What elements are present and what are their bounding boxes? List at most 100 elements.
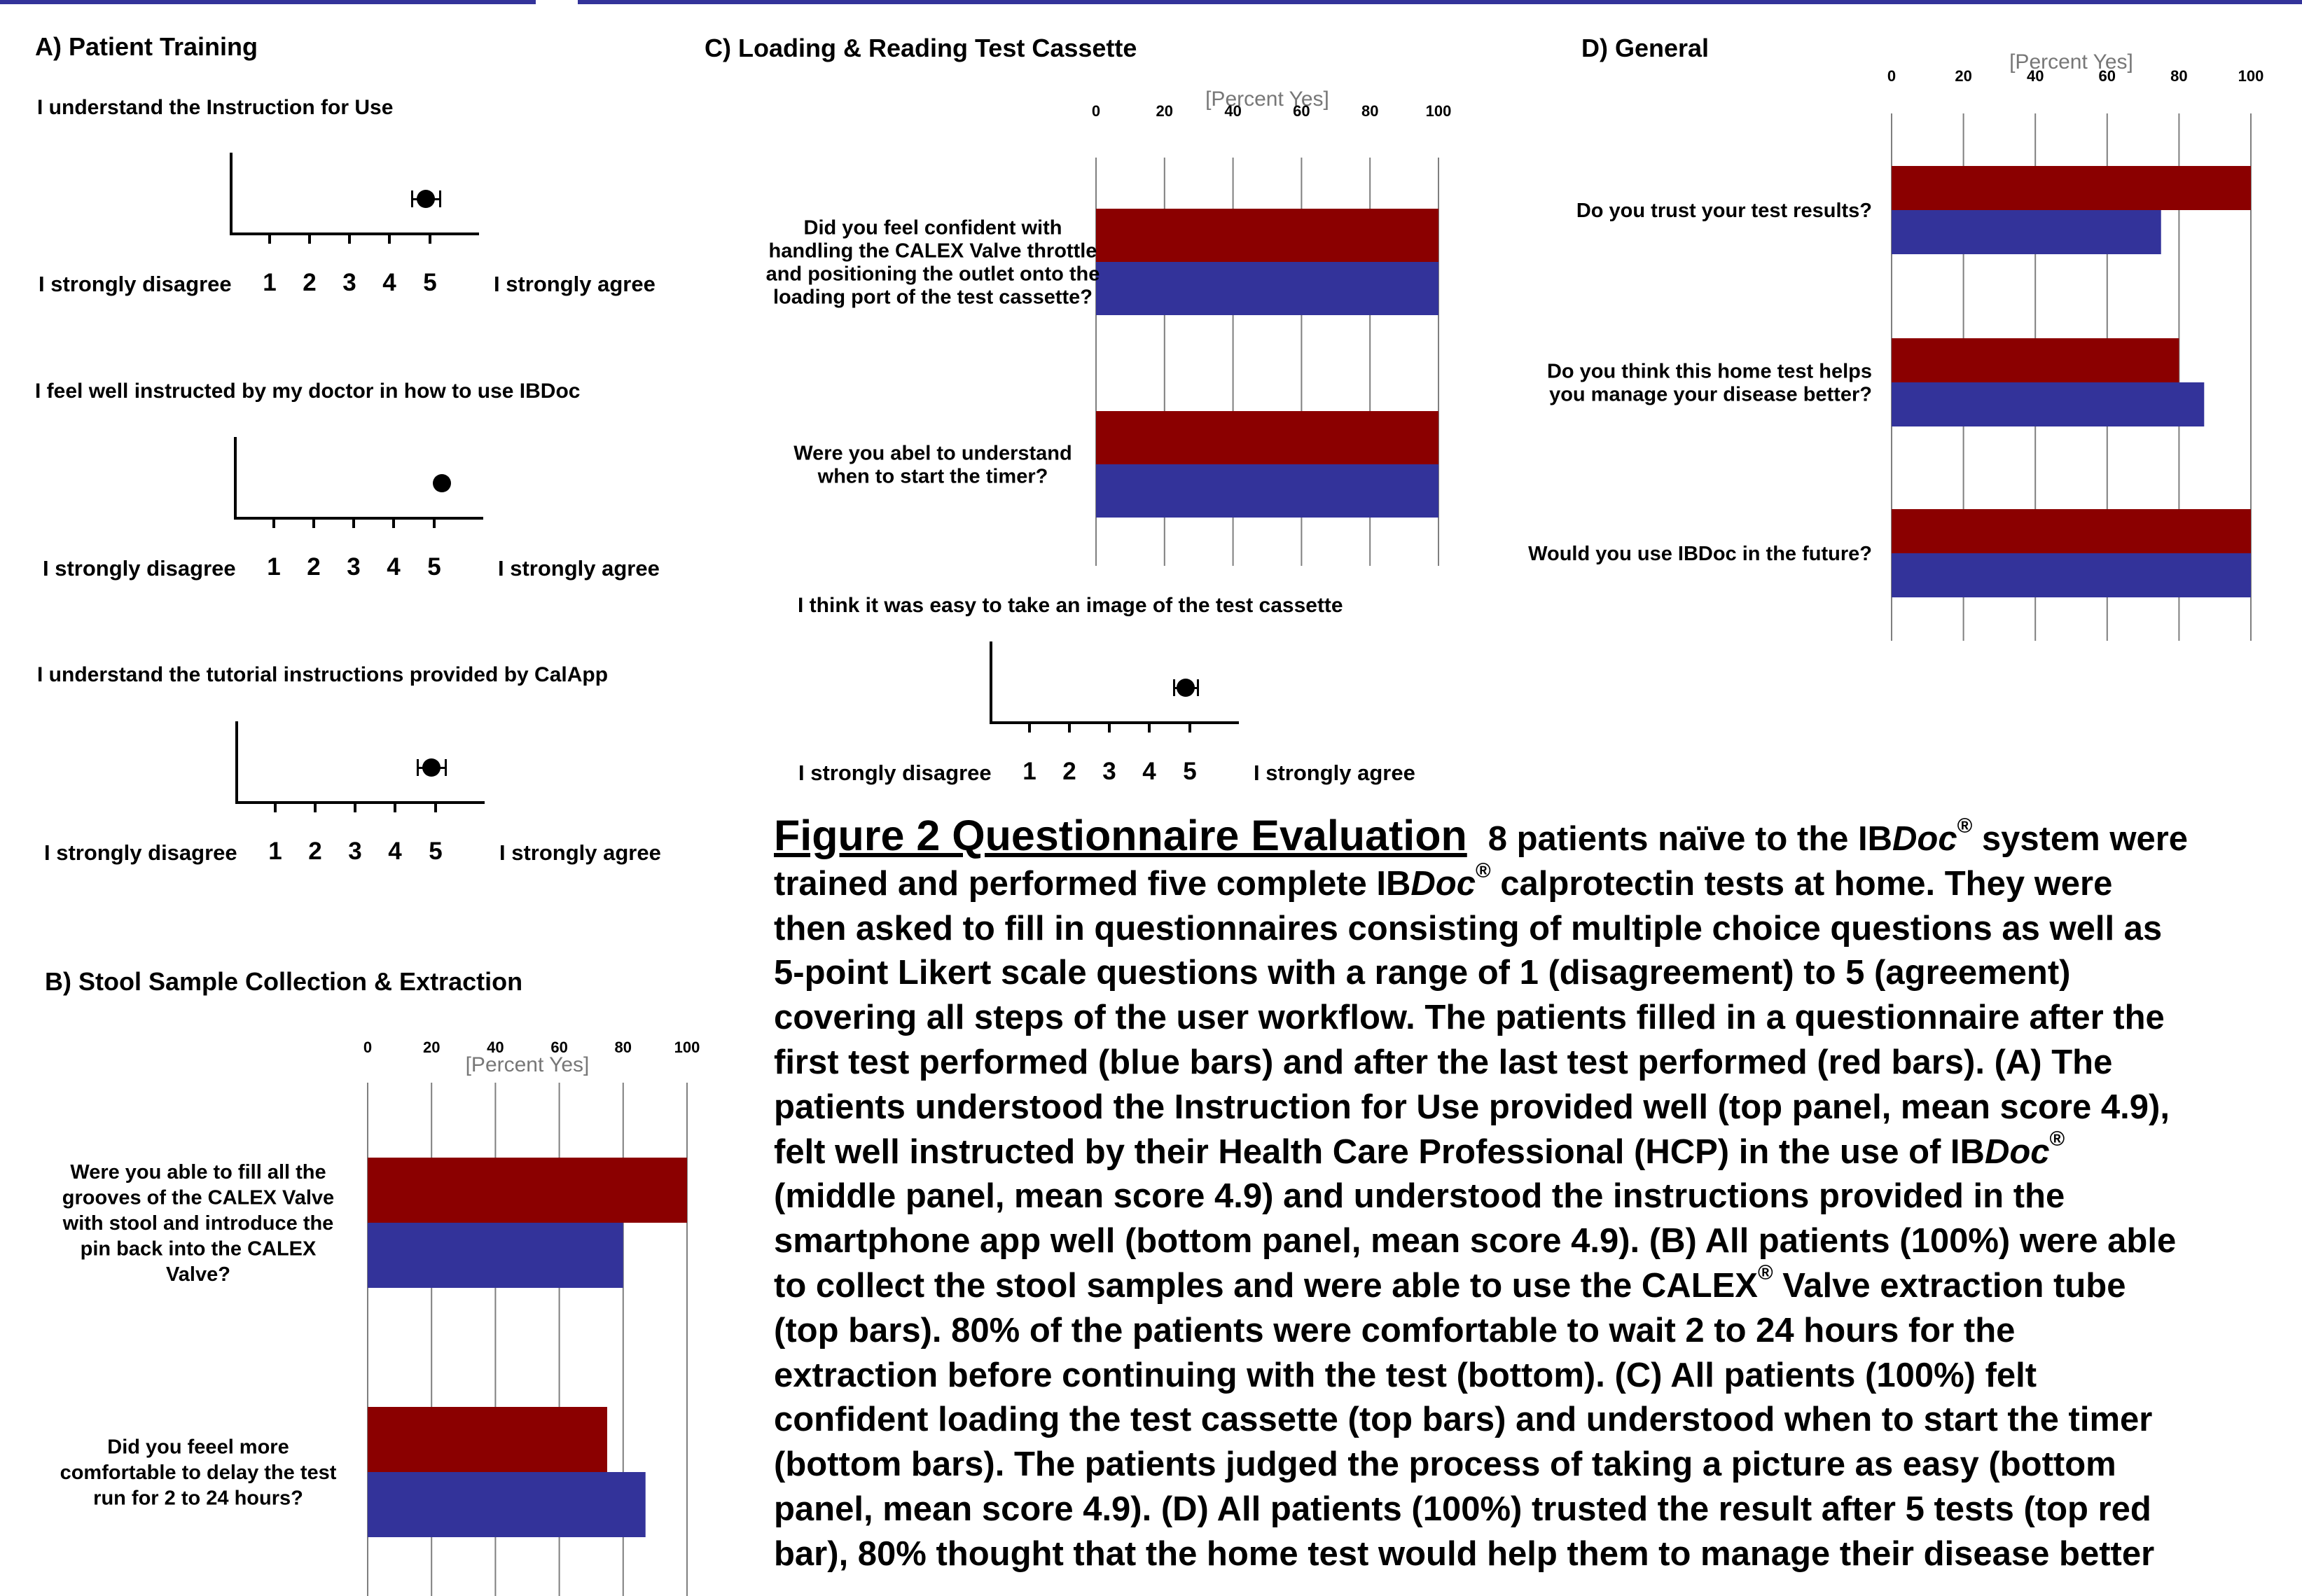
likert-error-cap (439, 190, 442, 207)
axis-title: [Percent Yes] (466, 1053, 590, 1076)
bar-last-test (1096, 209, 1438, 262)
tick-label: 80 (1361, 102, 1378, 120)
tick-label: 100 (674, 1039, 700, 1056)
likert-a2-question: I feel well instructed by my doctor in h… (35, 380, 581, 403)
category-label: comfortable to delay the test (60, 1462, 337, 1484)
likert-y-axis (990, 641, 992, 724)
likert-tick (1188, 721, 1191, 733)
likert-tick (1108, 721, 1111, 733)
likert-level-label: 4 (388, 838, 402, 865)
bar-first-test (1892, 382, 2205, 426)
likert-mean-point (422, 758, 441, 777)
bar-first-test (1096, 262, 1438, 315)
likert-tick (274, 801, 277, 812)
category-label: you manage your disease better? (1549, 384, 1872, 406)
tick-label: 0 (1092, 102, 1100, 120)
tick-label: 60 (1293, 102, 1310, 120)
likert-level-label: 2 (1062, 758, 1076, 785)
likert-level-label: 5 (1183, 758, 1197, 785)
axis-title: [Percent Yes] (1205, 88, 1329, 111)
likert-agree-label: I strongly agree (498, 556, 660, 581)
likert-level-label: 5 (427, 553, 441, 581)
likert-level-label: 4 (1142, 758, 1156, 785)
bar-first-test (368, 1472, 646, 1537)
likert-tick (268, 233, 271, 244)
category-label: with stool and introduce the (62, 1212, 334, 1235)
category-label: pin back into the CALEX (81, 1238, 317, 1261)
bar-last-test (1892, 509, 2251, 553)
category-label: when to start the timer? (817, 466, 1048, 488)
likert-level-label: 5 (429, 838, 443, 865)
likert-tick (1028, 721, 1031, 733)
likert-level-label: 5 (423, 269, 437, 296)
bar-chart-b: [Percent Yes] 0 20 40 60 80 100 Were you able t… (60, 1039, 700, 1596)
likert-disagree-label: I strongly disagree (798, 761, 992, 785)
tick-label: 100 (1426, 102, 1452, 120)
likert-tick (1068, 721, 1071, 733)
likert-tick (433, 517, 436, 528)
bar-chart-c: [Percent Yes] 0 20 40 60 80 100 Did you feel co… (766, 88, 1452, 566)
likert-tick (312, 517, 315, 528)
likert-level-label: 4 (382, 269, 396, 296)
category-label: Do you think this home test helps (1547, 361, 1872, 383)
tick-label: 60 (2099, 67, 2116, 85)
likert-tick (352, 517, 355, 528)
likert-level-label: 3 (342, 269, 356, 296)
likert-level-label: 4 (387, 553, 401, 581)
bar-last-test (368, 1158, 687, 1223)
bar-last-test (1892, 166, 2251, 210)
likert-error-cap (445, 759, 448, 776)
likert-tick (429, 233, 431, 244)
category-label: handling the CALEX Valve throttle (769, 240, 1097, 263)
figure-caption: Figure 2 Questionnaire Evaluation 8 patie… (774, 814, 2302, 1577)
top-rule-right (578, 0, 2302, 4)
likert-y-axis (234, 437, 237, 520)
tick-label: 40 (2027, 67, 2044, 85)
likert-agree-label: I strongly agree (499, 840, 661, 865)
tick-label: 20 (1156, 102, 1173, 120)
likert-a3-question: I understand the tutorial instructions p… (37, 663, 609, 686)
likert-tick (394, 801, 396, 812)
likert-disagree-label: I strongly disagree (44, 840, 237, 865)
category-label: Were you abel to understand (793, 443, 1072, 465)
likert-tick (354, 801, 356, 812)
tick-label: 0 (363, 1039, 372, 1056)
bar-first-test (1096, 464, 1438, 518)
axis-title: [Percent Yes] (2009, 50, 2133, 74)
likert-error-cap (411, 190, 414, 207)
tick-label: 20 (423, 1039, 440, 1056)
category-label: Would you use IBDoc in the future? (1528, 543, 1872, 565)
likert-tick (1148, 721, 1151, 733)
likert-tick (388, 233, 391, 244)
category-label: Valve? (166, 1263, 230, 1286)
category-label: Were you able to fill all the (70, 1161, 326, 1184)
panel-a-title: A) Patient Training (35, 32, 258, 61)
likert-level-label: 3 (347, 553, 361, 581)
likert-disagree-label: I strongly disagree (43, 556, 236, 581)
tick-label: 60 (550, 1039, 567, 1056)
likert-agree-label: I strongly agree (1254, 761, 1415, 785)
likert-c-question: I think it was easy to take an image of … (798, 594, 1343, 617)
likert-level-label: 2 (303, 269, 317, 296)
likert-tick (348, 233, 351, 244)
likert-mean-point (1177, 679, 1195, 697)
category-label: loading port of the test cassette? (773, 286, 1093, 309)
tick-label: 40 (487, 1039, 504, 1056)
likert-tick (272, 517, 275, 528)
bar-chart-d: [Percent Yes] 0 20 40 60 80 100 Do you trust yo… (1528, 50, 2264, 641)
tick-label: 0 (1887, 67, 1896, 85)
likert-y-axis (235, 721, 238, 804)
likert-mean-point (417, 190, 436, 208)
tick-label: 20 (1955, 67, 1971, 85)
likert-disagree-label: I strongly disagree (39, 272, 232, 296)
likert-level-label: 3 (348, 838, 362, 865)
tick-label: 100 (2238, 67, 2264, 85)
likert-level-label: 1 (268, 838, 282, 865)
tick-label: 80 (615, 1039, 632, 1056)
category-label: run for 2 to 24 hours? (93, 1487, 303, 1510)
caption-title: Figure 2 Questionnaire Evaluation (774, 814, 1467, 859)
